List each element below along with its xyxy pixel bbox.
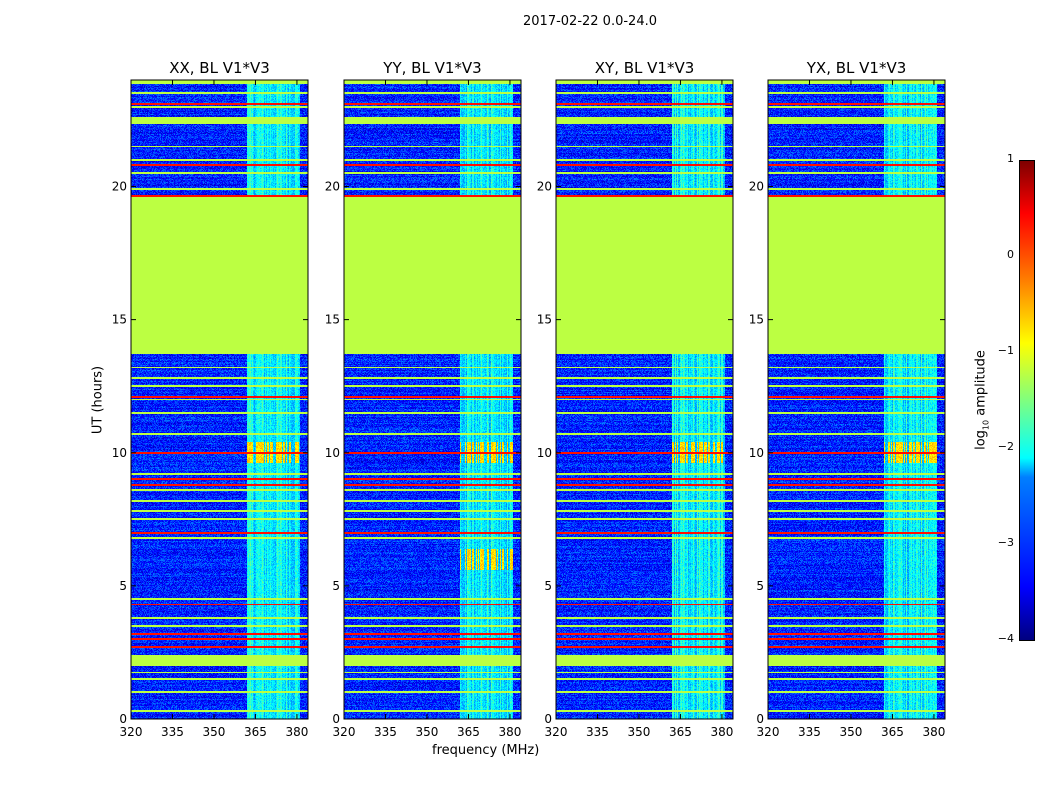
panel-frame [767, 79, 946, 720]
y-tick-label: 5 [332, 579, 340, 593]
panel-frame [555, 79, 734, 720]
heatmap-xy [556, 80, 733, 719]
x-tick-label: 320 [757, 725, 780, 739]
x-tick-label: 350 [416, 725, 439, 739]
y-tick-label: 5 [119, 579, 127, 593]
y-axis-label: UT (hours) [90, 365, 106, 435]
x-tick-label: 335 [374, 725, 397, 739]
y-tick-label: 0 [332, 712, 340, 726]
y-tick-label: 15 [112, 313, 127, 327]
colorbar-label: log10 amplitude [973, 350, 991, 450]
x-tick-label: 380 [285, 725, 308, 739]
y-tick-label: 5 [756, 579, 764, 593]
y-tick-label: 15 [325, 313, 340, 327]
y-tick-label: 0 [119, 712, 127, 726]
y-tick-label: 20 [537, 180, 552, 194]
x-tick-label: 365 [244, 725, 267, 739]
y-tick-label: 20 [112, 180, 127, 194]
y-tick-label: 0 [544, 712, 552, 726]
y-tick-label: 10 [537, 446, 552, 460]
x-tick-label: 350 [840, 725, 863, 739]
colorbar [1019, 160, 1035, 641]
heatmap-yx [768, 80, 945, 719]
y-tick-label: 20 [749, 180, 764, 194]
colorbar-tick: −1 [997, 344, 1014, 357]
y-tick-label: 15 [749, 313, 764, 327]
heatmap-yy [344, 80, 521, 719]
y-tick-label: 15 [537, 313, 552, 327]
x-tick-label: 365 [669, 725, 692, 739]
y-tick-label: 20 [325, 180, 340, 194]
x-tick-label: 380 [922, 725, 945, 739]
x-tick-label: 335 [798, 725, 821, 739]
colorbar-tick: 0 [1007, 248, 1014, 261]
x-tick-label: 320 [545, 725, 568, 739]
panel-title: YX, BL V1*V3 [806, 59, 907, 77]
x-tick-label: 380 [498, 725, 521, 739]
colorbar-tick: −4 [997, 632, 1014, 645]
x-axis-label: frequency (MHz) [432, 743, 540, 758]
x-tick-label: 365 [881, 725, 904, 739]
figure-title: 2017-02-22 0.0-24.0 [523, 14, 657, 29]
colorbar-tick: 1 [1007, 152, 1014, 165]
x-tick-label: 350 [628, 725, 651, 739]
x-tick-label: 350 [203, 725, 226, 739]
x-tick-label: 365 [457, 725, 480, 739]
x-tick-label: 335 [161, 725, 184, 739]
panel-frame [343, 79, 522, 720]
panel-title: XX, BL V1*V3 [169, 59, 270, 77]
heatmap-xx [131, 80, 308, 719]
panel-frame [130, 79, 309, 720]
x-tick-label: 335 [586, 725, 609, 739]
y-tick-label: 0 [756, 712, 764, 726]
x-tick-label: 320 [333, 725, 356, 739]
y-tick-label: 10 [112, 446, 127, 460]
y-tick-label: 10 [749, 446, 764, 460]
x-tick-label: 380 [710, 725, 733, 739]
y-tick-label: 10 [325, 446, 340, 460]
y-tick-label: 5 [544, 579, 552, 593]
colorbar-tick: −2 [997, 440, 1014, 453]
colorbar-tick: −3 [997, 536, 1014, 549]
x-tick-label: 320 [120, 725, 143, 739]
panel-title: YY, BL V1*V3 [382, 59, 481, 77]
panel-title: XY, BL V1*V3 [595, 59, 695, 77]
